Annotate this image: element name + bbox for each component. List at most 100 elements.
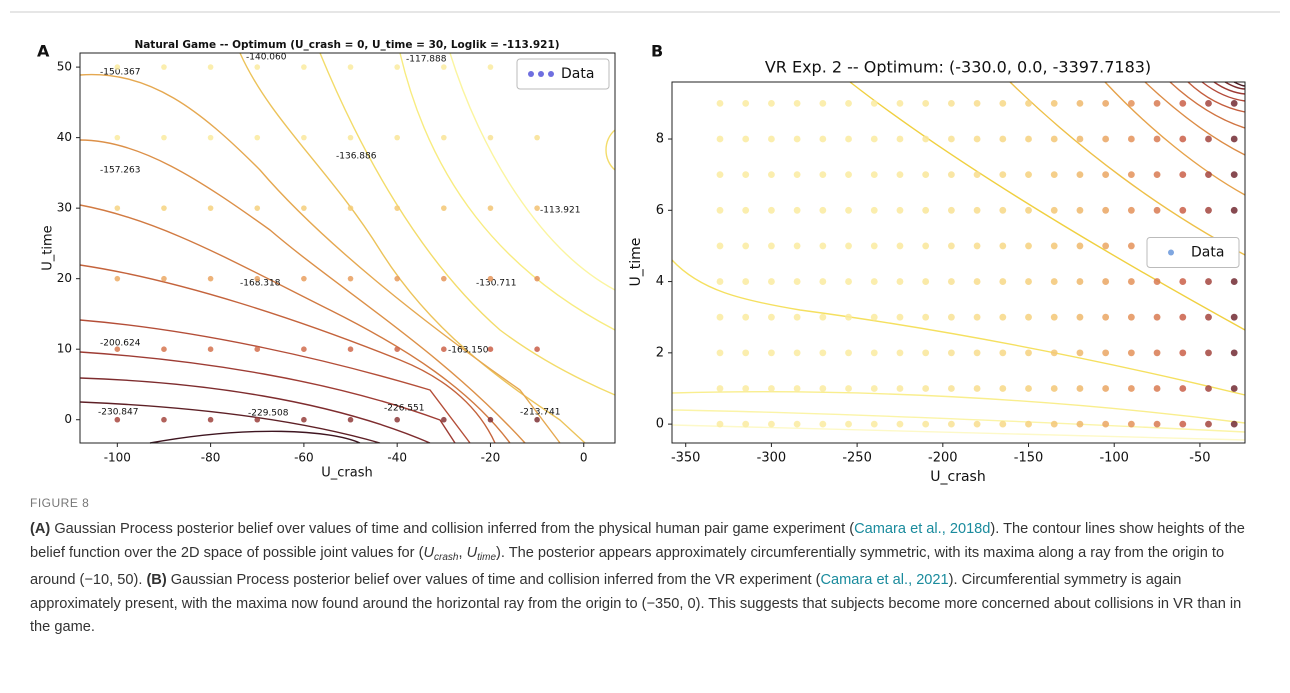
- data-point: [1153, 313, 1161, 321]
- data-point: [1153, 206, 1161, 214]
- data-point: [870, 313, 878, 321]
- y-tick-label: 4: [656, 274, 664, 289]
- data-point: [161, 64, 167, 70]
- legend-box: [1146, 237, 1240, 268]
- data-point: [1179, 385, 1187, 392]
- data-point: [716, 135, 724, 143]
- figure-caption: (A) Gaussian Process posterior belief ov…: [30, 518, 1265, 640]
- data-point: [742, 385, 750, 392]
- citation-link[interactable]: Camara et al., 2021: [820, 572, 949, 589]
- data-point: [973, 206, 981, 214]
- data-point: [793, 420, 801, 428]
- data-point: [441, 134, 447, 141]
- data-point: [1179, 349, 1187, 357]
- data-point: [1025, 99, 1032, 107]
- data-point: [999, 171, 1007, 179]
- contour-label: -200.624: [100, 339, 141, 349]
- data-point: [1153, 135, 1161, 143]
- data-point: [870, 385, 878, 392]
- y-label: U_time: [41, 225, 56, 270]
- data-point: [1179, 206, 1187, 214]
- data-point: [254, 275, 261, 282]
- data-point: [254, 205, 261, 211]
- data-point: [922, 313, 930, 321]
- data-point: [207, 416, 214, 423]
- data-point: [845, 313, 852, 321]
- data-point: [441, 416, 447, 423]
- data-point: [870, 242, 878, 250]
- data-point: [114, 346, 121, 353]
- data-point: [1179, 420, 1187, 428]
- data-point: [947, 420, 955, 428]
- contour-label: -213.741: [520, 408, 560, 418]
- data-point: [394, 275, 400, 282]
- x-tick-label: -40: [387, 451, 407, 465]
- data-point: [1076, 135, 1084, 143]
- data-point: [896, 278, 904, 285]
- data-point: [1025, 385, 1032, 392]
- data-point: [1205, 349, 1212, 357]
- data-point: [487, 275, 494, 282]
- data-point: [973, 135, 981, 143]
- data-point: [1127, 171, 1135, 179]
- data-point: [1127, 206, 1135, 214]
- data-point: [1102, 278, 1110, 285]
- data-point: [896, 385, 904, 392]
- data-point: [207, 205, 214, 211]
- data-point: [1179, 99, 1187, 107]
- data-point: [1102, 242, 1110, 250]
- data-point: [301, 346, 307, 353]
- data-point: [114, 134, 121, 141]
- data-point: [845, 171, 852, 179]
- contour-label: -140.060: [246, 53, 287, 63]
- data-point: [1050, 171, 1058, 179]
- citation-link[interactable]: Camara et al., 2018d: [854, 521, 991, 537]
- data-point: [742, 313, 750, 321]
- caption-text: ). The posterior appears approximately c…: [30, 544, 1225, 589]
- data-point: [1153, 99, 1161, 107]
- data-point: [1076, 206, 1084, 214]
- data-point: [161, 134, 167, 141]
- contour-label: -229.508: [248, 409, 289, 419]
- legend-marker: [538, 71, 544, 77]
- data-point: [819, 206, 827, 214]
- data-point: [947, 278, 955, 285]
- data-point: [534, 134, 540, 141]
- y-tick-label: 0: [64, 412, 72, 426]
- data-point: [922, 206, 930, 214]
- data-point: [254, 64, 261, 70]
- caption-text: ). The contour lines show heights of the…: [30, 521, 1245, 561]
- data-point: [819, 171, 827, 179]
- data-point: [1050, 135, 1058, 143]
- data-point: [1153, 420, 1161, 428]
- data-point: [870, 135, 878, 143]
- data-point: [742, 135, 750, 143]
- data-point: [768, 171, 775, 179]
- data-point: [1230, 171, 1238, 179]
- data-point: [1179, 313, 1187, 321]
- x-tick-label: -60: [294, 451, 314, 465]
- data-point: [347, 275, 354, 282]
- data-point: [922, 278, 930, 285]
- data-point: [394, 346, 400, 353]
- data-point: [768, 206, 775, 214]
- caption-text: Gaussian Process posterior belief over v…: [50, 521, 855, 537]
- data-point: [922, 242, 930, 250]
- contour-label: -157.263: [100, 166, 140, 176]
- data-point: [1127, 242, 1135, 250]
- data-point: [1076, 313, 1084, 321]
- contour-label: -130.711: [476, 279, 516, 289]
- data-point: [896, 171, 904, 179]
- data-point: [1102, 171, 1110, 179]
- caption-text: crash: [434, 551, 459, 563]
- data-point: [1050, 385, 1058, 392]
- caption-text: U: [466, 544, 478, 561]
- data-point: [845, 135, 852, 143]
- y-tick-label: 10: [57, 342, 72, 356]
- data-point: [845, 385, 852, 392]
- x-tick-label: -20: [481, 451, 501, 465]
- data-point: [347, 416, 354, 423]
- data-point: [1050, 99, 1058, 107]
- data-point: [922, 349, 930, 357]
- data-point: [487, 416, 494, 423]
